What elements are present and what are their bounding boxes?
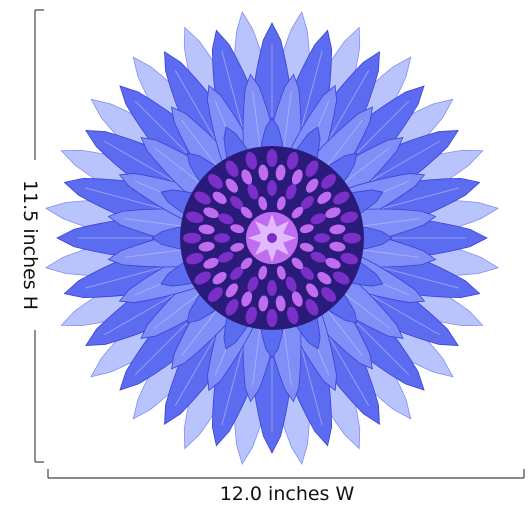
floret — [198, 224, 215, 235]
floret — [305, 299, 319, 316]
floret — [183, 232, 201, 244]
floret — [317, 191, 332, 205]
core-star-ray — [272, 221, 289, 238]
width-label-backdrop — [195, 480, 380, 506]
floret — [305, 160, 319, 177]
floret — [285, 276, 297, 292]
floret — [240, 206, 253, 219]
floret — [194, 191, 211, 205]
core-star-ray — [255, 238, 272, 255]
height-label: 11.5 inches H — [19, 180, 41, 310]
floret — [230, 196, 244, 210]
floret — [203, 257, 219, 269]
floret — [203, 207, 219, 219]
floret — [185, 211, 204, 224]
floret — [218, 213, 234, 225]
cornflower-image — [44, 10, 500, 466]
floret — [333, 191, 350, 205]
floret — [300, 266, 314, 280]
floret — [230, 242, 245, 252]
floret — [225, 178, 239, 193]
floret — [247, 276, 259, 292]
floret — [245, 306, 258, 325]
floret — [230, 224, 245, 234]
floret — [258, 295, 269, 312]
height-label-backdrop — [4, 160, 38, 330]
center-dot — [267, 233, 277, 243]
floret — [258, 196, 268, 211]
floret — [198, 241, 215, 252]
floret — [258, 265, 268, 280]
floret — [267, 180, 277, 196]
floret — [241, 169, 253, 185]
floret — [194, 271, 211, 285]
floret — [291, 169, 303, 185]
floret — [267, 280, 277, 296]
floret — [240, 257, 253, 270]
floret — [245, 151, 258, 170]
floret — [343, 232, 361, 244]
width-label: 12.0 inches W — [220, 483, 355, 505]
floret — [225, 299, 239, 316]
floret — [230, 266, 244, 280]
floret — [291, 206, 304, 219]
floret — [285, 184, 297, 200]
floret — [214, 233, 230, 243]
floret — [241, 291, 253, 307]
floret — [185, 252, 204, 265]
floret — [314, 233, 330, 243]
floret — [305, 178, 319, 193]
floret — [305, 283, 319, 298]
height-dimension: 11.5 inches H — [4, 9, 44, 463]
floret — [275, 295, 286, 312]
floret — [275, 164, 286, 181]
floret — [286, 151, 299, 170]
floret — [212, 191, 227, 205]
floret — [310, 251, 326, 263]
floret — [325, 207, 341, 219]
floret — [299, 242, 314, 252]
floret — [225, 160, 239, 177]
floret — [208, 174, 223, 189]
core-star-ray — [272, 238, 289, 255]
floret — [291, 291, 303, 307]
floret — [266, 309, 278, 327]
floret — [266, 149, 278, 167]
floret — [212, 271, 227, 285]
floret — [321, 287, 336, 302]
floret — [286, 306, 299, 325]
floret — [329, 224, 346, 235]
floret — [276, 265, 286, 280]
floret — [299, 224, 314, 234]
floret — [258, 164, 269, 181]
width-dimension: 12.0 inches W — [47, 469, 525, 506]
floret — [300, 196, 314, 210]
floret — [276, 196, 286, 211]
floret — [317, 271, 332, 285]
floret — [325, 257, 341, 269]
floret — [340, 252, 359, 265]
floret — [291, 257, 304, 270]
floret — [208, 287, 223, 302]
floret — [329, 241, 346, 252]
floret — [321, 174, 336, 189]
floret — [247, 184, 259, 200]
floret — [218, 251, 234, 263]
floret — [340, 211, 359, 224]
floret — [333, 271, 350, 285]
floret — [225, 283, 239, 298]
floret — [310, 213, 326, 225]
core-star-ray — [255, 221, 272, 238]
